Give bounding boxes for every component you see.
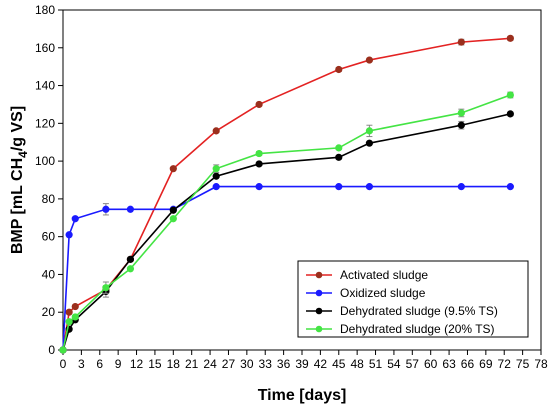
data-point [102,205,110,213]
x-tick-label: 42 [314,357,328,371]
y-tick-label: 140 [35,79,55,93]
x-tick-label: 51 [369,357,383,371]
x-tick-label: 60 [424,357,438,371]
data-point [365,127,374,135]
data-point [59,346,67,354]
data-point [169,165,177,173]
y-tick-label: 0 [48,343,55,357]
x-tick-label: 9 [115,357,122,371]
data-point [102,284,110,292]
y-tick-label: 100 [35,154,55,168]
x-tick-label: 12 [130,357,144,371]
data-point [169,206,177,214]
x-tick-label: 18 [167,357,181,371]
x-tick-label: 63 [442,357,456,371]
data-point [457,109,465,117]
data-point [212,183,220,191]
x-tick-label: 69 [479,357,493,371]
legend-entry: Dehydrated sludge (20% TS) [306,322,495,336]
legend-marker [315,289,323,297]
data-point [506,110,514,118]
x-tick-label: 6 [96,357,103,371]
data-point [365,56,374,64]
data-point [212,127,220,135]
data-point [126,265,135,273]
y-tick-label: 180 [35,3,55,17]
data-point [255,183,263,191]
x-tick-label: 48 [350,357,364,371]
legend-label: Dehydrated sludge (9.5% TS) [340,304,498,318]
data-point [126,205,135,213]
data-point [335,153,343,161]
legend-label: Oxidized sludge [340,286,426,300]
x-tick-label: 0 [60,357,67,371]
x-tick-label: 66 [461,357,475,371]
y-axis-title-part: BMP [mL CH [9,158,26,254]
data-point [65,308,73,316]
x-tick-label: 24 [203,357,217,371]
x-tick-label: 27 [222,357,236,371]
legend-marker [315,307,323,315]
data-point [71,313,79,321]
y-tick-label: 40 [42,267,56,281]
x-tick-label: 72 [498,357,512,371]
legend: Activated sludge Oxidized sludge Dehydrate… [297,260,529,338]
legend-label: Dehydrated sludge (20% TS) [340,322,495,336]
x-tick-label: 3 [78,357,85,371]
data-point [457,38,465,46]
y-axis-title-subscript: 4 [16,151,30,158]
data-point [71,215,79,223]
data-point [126,255,135,263]
data-point [212,165,220,173]
data-point [457,121,465,129]
x-tick-label: 21 [185,357,199,371]
y-tick-label: 120 [35,116,55,130]
series-4 [59,91,514,354]
x-tick-label: 15 [148,357,162,371]
data-point [506,91,514,99]
data-point [506,183,514,191]
data-point [255,149,263,158]
data-point [365,183,374,191]
y-tick-label: 20 [42,305,56,319]
data-point [335,183,343,191]
data-point [212,172,220,180]
data-point [65,231,73,239]
data-point [71,302,79,311]
data-point [506,34,514,42]
legend-marker [315,325,323,333]
x-tick-label: 78 [534,357,548,371]
x-tick-label: 75 [516,357,530,371]
x-tick-label: 33 [259,357,273,371]
y-tick-label: 60 [42,230,56,244]
data-point [169,215,177,223]
y-tick-label: 80 [42,192,56,206]
data-point [255,160,263,168]
data-point [335,65,343,74]
legend-entry: Dehydrated sludge (9.5% TS) [306,304,498,318]
x-tick-label: 39 [295,357,309,371]
y-tick-label: 160 [35,41,55,55]
x-tick-label: 30 [240,357,254,371]
data-point [365,139,374,147]
x-axis-title: Time [days] [258,387,347,404]
x-tick-label: 36 [277,357,291,371]
y-axis-title-part: /g VS] [9,106,26,151]
data-point [65,318,73,326]
legend-marker [315,271,323,279]
data-point [255,100,263,109]
data-point [335,144,343,152]
series-2 [59,183,514,354]
legend-label: Activated sludge [340,268,428,282]
legend-entry: Activated sludge [306,268,428,282]
data-point [457,183,465,191]
x-tick-label: 57 [406,357,420,371]
x-tick-label: 45 [332,357,346,371]
legend-box [297,260,529,338]
x-tick-label: 54 [387,357,401,371]
y-axis-title: BMP [mL CH4/g VS] [9,106,30,254]
legend-entry: Oxidized sludge [306,286,426,300]
plot-area: 0 3 6 9 12 15 18 21 24 27 30 33 36 39 42 45 48 51 54 57 60 63… [9,3,548,404]
